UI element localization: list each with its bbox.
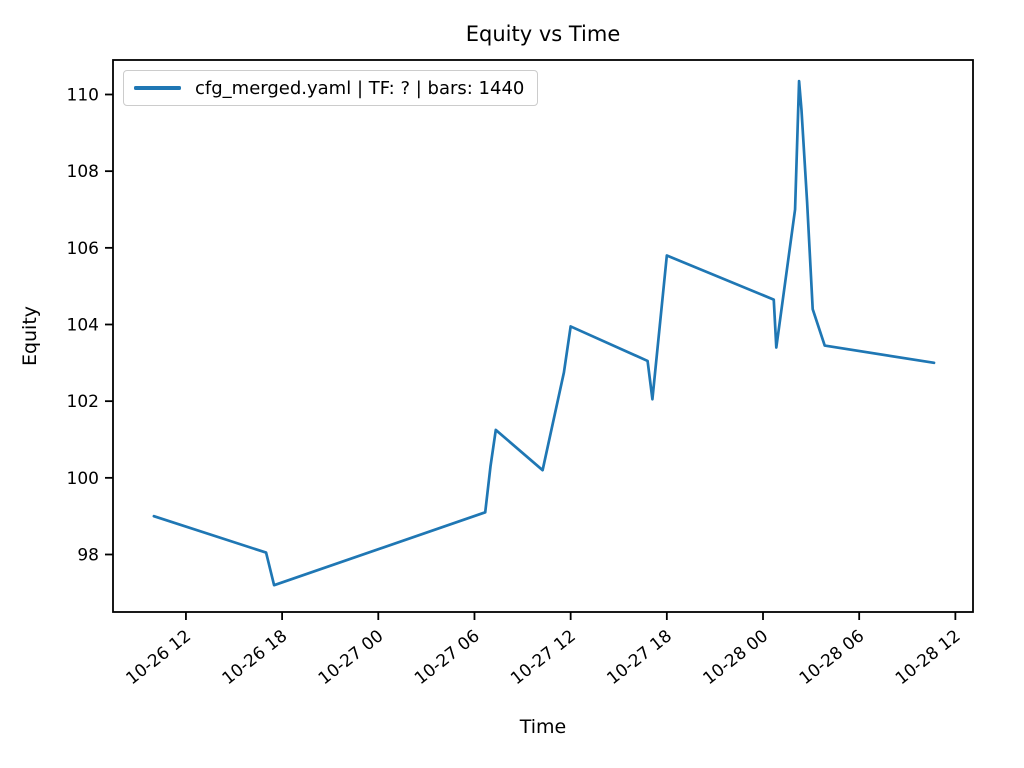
x-tick-label: 10-26 18 bbox=[219, 626, 292, 689]
y-tick-label: 106 bbox=[67, 239, 99, 259]
x-tick-label: 10-28 12 bbox=[892, 626, 965, 689]
legend: cfg_merged.yaml | TF: ? | bars: 1440 bbox=[123, 70, 539, 106]
chart-title: Equity vs Time bbox=[465, 22, 621, 46]
y-tick-label: 110 bbox=[67, 86, 99, 106]
x-tick-label: 10-27 18 bbox=[603, 626, 676, 689]
x-tick-label: 10-26 12 bbox=[122, 626, 195, 689]
legend-entry-label: cfg_merged.yaml | TF: ? | bars: 1440 bbox=[195, 77, 525, 99]
y-tick-label: 100 bbox=[67, 469, 99, 489]
y-axis-label: Equity bbox=[19, 305, 41, 367]
x-tick-label: 10-27 00 bbox=[315, 626, 388, 689]
y-tick-label: 102 bbox=[67, 392, 99, 412]
x-tick-label: 10-27 06 bbox=[411, 626, 484, 689]
axes-frame bbox=[112, 59, 974, 613]
equity-line bbox=[152, 79, 936, 587]
x-tick-label: 10-27 12 bbox=[507, 626, 580, 689]
x-tick-label: 10-28 06 bbox=[796, 626, 869, 689]
legend-line-swatch-icon bbox=[134, 86, 181, 90]
y-tick-label: 108 bbox=[67, 162, 99, 182]
x-axis-label: Time bbox=[519, 716, 567, 738]
y-tick-label: 104 bbox=[67, 316, 99, 336]
y-tick-label: 98 bbox=[77, 546, 99, 566]
x-tick-label: 10-28 00 bbox=[700, 626, 773, 689]
